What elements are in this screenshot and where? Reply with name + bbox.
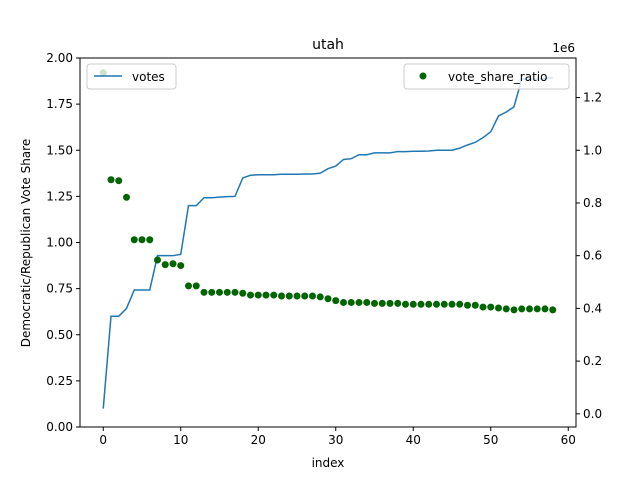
point-vote-share-ratio [185,282,192,290]
legend-votes: votes [86,63,177,90]
y-left-tick-label: 0.75 [46,282,73,296]
y-axis-left-label: Democratic/Republican Vote Share [19,139,33,347]
point-vote-share-ratio [464,301,471,309]
point-vote-share-ratio [270,291,278,299]
x-tick-label: 40 [406,433,421,447]
y-axis-right: 0.0 0.2 0.4 0.6 0.8 1.0 1.2 [576,91,602,421]
point-vote-share-ratio [115,177,123,185]
point-vote-share-ratio [371,299,378,307]
y-left-tick-label: 2.00 [46,51,73,65]
y-right-tick-label: 0.8 [583,196,602,210]
point-vote-share-ratio [254,291,262,299]
point-vote-share-ratio [386,299,394,307]
point-vote-share-ratio [479,303,487,311]
point-vote-share-ratio [378,299,386,307]
legend-vote-share-ratio-label: vote_share_ratio [448,70,547,84]
y-left-tick-label: 1.25 [46,189,73,203]
y-right-tick-label: 0.2 [583,354,602,368]
y-left-tick-label: 0.25 [46,374,73,388]
x-axis: 0 10 20 30 40 50 60 [99,427,576,447]
point-vote-share-ratio [293,292,301,300]
point-vote-share-ratio [409,300,417,308]
plot-frame [79,57,577,428]
point-vote-share-ratio [285,292,293,300]
point-vote-share-ratio [533,305,541,313]
point-vote-share-ratio [417,300,425,308]
point-vote-share-ratio [161,261,169,269]
point-vote-share-ratio [154,256,161,264]
x-tick-label: 0 [99,433,107,447]
legend-votes-box [86,63,177,90]
point-vote-share-ratio [448,300,456,308]
point-vote-share-ratio [301,292,309,300]
point-vote-share-ratio [316,293,324,301]
x-axis-label: index [312,456,345,470]
y-right-tick-label: 0.6 [583,249,602,263]
point-vote-share-ratio [402,300,409,308]
point-vote-share-ratio [262,291,270,299]
x-tick-label: 60 [561,433,576,447]
point-vote-share-ratio [433,300,440,308]
point-vote-share-ratio [239,289,247,297]
point-vote-share-ratio [456,300,464,308]
point-vote-share-ratio [425,300,433,308]
point-vote-share-ratio [541,305,549,313]
point-vote-share-ratio [130,236,138,244]
point-vote-share-ratio [216,288,223,296]
y-right-tick-label: 0.0 [583,407,602,421]
point-vote-share-ratio [169,260,177,268]
point-vote-share-ratio [177,262,185,270]
legend-vote-share-ratio: vote_share_ratio [403,63,570,90]
y-right-tick-label: 1.2 [583,91,602,105]
point-vote-share-ratio [192,282,200,290]
y-right-tick-label: 0.4 [583,301,602,315]
point-vote-share-ratio [487,303,495,311]
legend-vote-share-ratio-swatch [419,72,427,80]
point-vote-share-ratio [332,297,340,305]
point-vote-share-ratio [123,193,130,201]
chart-title: utah [312,37,344,53]
point-vote-share-ratio [340,298,347,306]
y-left-tick-label: 1.75 [46,97,73,111]
point-vote-share-ratio [471,301,479,309]
x-tick-label: 20 [251,433,266,447]
point-vote-share-ratio [440,300,448,308]
point-vote-share-ratio [510,306,518,314]
y-left-tick-label: 1.50 [46,143,73,157]
point-vote-share-ratio [231,288,239,296]
y-right-tick-label: 1.0 [583,143,602,157]
legend-votes-label: votes [132,70,165,84]
point-vote-share-ratio [309,292,316,300]
right-axis-multiplier: 1e6 [552,41,575,55]
x-tick-label: 10 [173,433,188,447]
point-vote-share-ratio [355,298,363,306]
x-tick-label: 50 [483,433,498,447]
y-left-tick-label: 1.00 [46,236,73,250]
point-vote-share-ratio [363,298,371,306]
y-left-tick-label: 0.50 [46,328,73,342]
y-axis-left: 0.00 0.25 0.50 0.75 1.00 1.25 1.50 1.75 2.00 [46,51,80,434]
plot-area [99,69,557,409]
point-vote-share-ratio [347,298,355,306]
point-vote-share-ratio [495,304,502,312]
point-vote-share-ratio [502,305,510,313]
point-vote-share-ratio [200,288,208,296]
point-vote-share-ratio [223,288,231,296]
legend-vote-share-ratio-box [403,63,570,90]
point-vote-share-ratio [394,299,402,307]
point-vote-share-ratio [518,305,526,313]
y-left-tick-label: 0.00 [46,420,73,434]
point-vote-share-ratio [208,288,216,296]
point-vote-share-ratio [138,236,146,244]
point-vote-share-ratio [278,292,285,300]
point-vote-share-ratio [549,306,557,314]
x-tick-label: 30 [328,433,343,447]
point-vote-share-ratio [107,176,115,184]
series-line-votes [102,77,553,409]
point-vote-share-ratio [146,236,154,244]
point-vote-share-ratio [324,295,332,303]
point-vote-share-ratio [526,305,533,313]
point-vote-share-ratio [247,291,254,299]
